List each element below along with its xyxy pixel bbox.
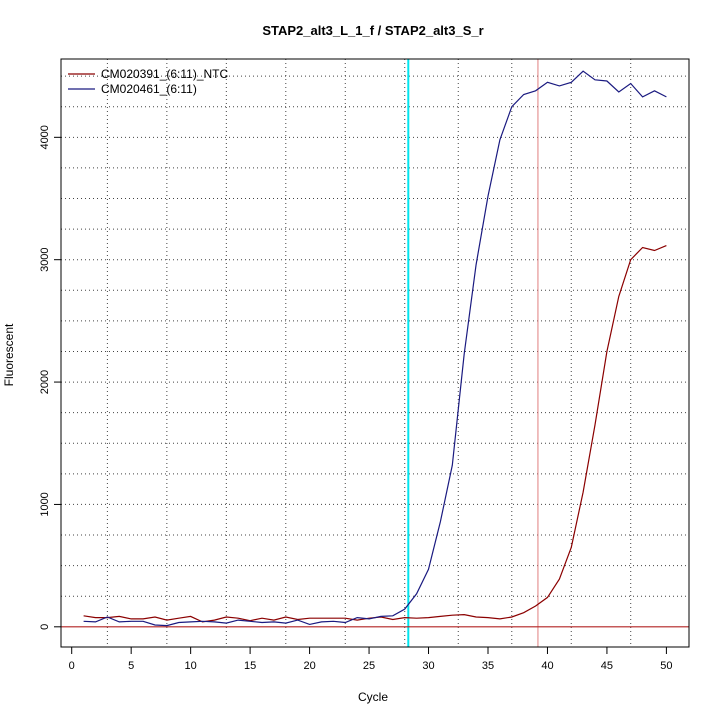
grid xyxy=(61,59,689,647)
plot-frame xyxy=(60,58,690,648)
legend-label: CM020461_(6:11) xyxy=(101,82,197,96)
series-lines xyxy=(83,70,667,627)
x-axis-label: Cycle xyxy=(358,690,388,704)
x-tick-label: 0 xyxy=(69,660,75,672)
x-tick-label: 5 xyxy=(128,660,134,672)
x-tick-label: 30 xyxy=(422,660,434,672)
y-tick-label: 0 xyxy=(39,624,51,630)
y-tick-label: 4000 xyxy=(39,125,51,149)
x-tick-label: 10 xyxy=(185,660,197,672)
legend-label: CM020391_(6:11)_NTC xyxy=(101,67,229,81)
y-tick-label: 3000 xyxy=(39,247,51,271)
x-tick-label: 35 xyxy=(482,660,494,672)
chart-title: STAP2_alt3_L_1_f / STAP2_alt3_S_r xyxy=(262,23,483,38)
y-tick-label: 1000 xyxy=(39,492,51,516)
x-tick-label: 40 xyxy=(541,660,553,672)
series-line-2 xyxy=(83,70,667,627)
x-tick-label: 50 xyxy=(660,660,672,672)
y-axis-label: Fluorescent xyxy=(2,323,16,386)
y-tick-label: 2000 xyxy=(39,370,51,394)
vertical-marker-lines xyxy=(407,59,539,647)
x-tick-label: 45 xyxy=(601,660,613,672)
x-tick-label: 15 xyxy=(244,660,256,672)
x-tick-label: 20 xyxy=(303,660,315,672)
x-tick-label: 25 xyxy=(363,660,375,672)
